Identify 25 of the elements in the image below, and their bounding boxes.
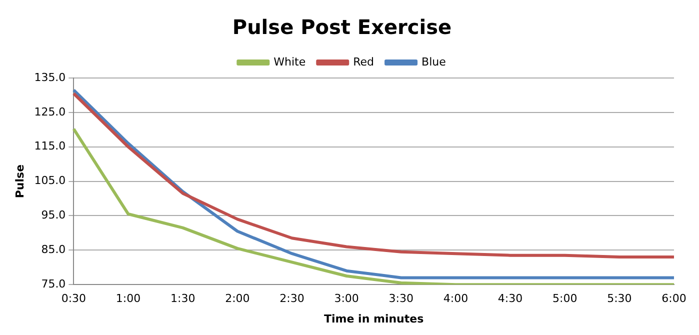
y-tick-label: 115.0 (34, 140, 66, 153)
legend-label: White (274, 55, 306, 68)
x-tick-label: 3:30 (388, 292, 414, 306)
x-tick-label: 1:00 (116, 292, 141, 306)
y-tick-label: 135.0 (34, 70, 66, 84)
x-axis-title: Time in minutes (324, 312, 424, 326)
x-tick-label: 6:00 (662, 292, 686, 306)
x-tick-label: 0:30 (61, 292, 86, 306)
legend-label: Red (353, 55, 374, 68)
chart-title: Pulse Post Exercise (232, 15, 452, 40)
x-tick-label: 1:30 (170, 292, 196, 306)
x-tick-label: 4:30 (498, 292, 523, 306)
y-tick-label: 125.0 (34, 105, 66, 118)
x-tick-label: 2:30 (280, 292, 304, 306)
y-tick-label: 85.0 (41, 243, 66, 256)
x-tick-label: 4:00 (443, 292, 468, 306)
y-axis-title: Pulse (13, 164, 26, 198)
x-tick-label: 5:30 (607, 292, 632, 306)
x-tick-label: 2:00 (225, 292, 250, 306)
y-tick-label: 95.0 (41, 208, 66, 222)
x-tick-label: 3:00 (334, 292, 359, 306)
x-tick-label: 5:00 (552, 292, 578, 306)
y-tick-label: 105.0 (34, 174, 66, 188)
y-tick-label: 75.0 (41, 277, 66, 290)
legend-label: Blue (422, 55, 446, 68)
